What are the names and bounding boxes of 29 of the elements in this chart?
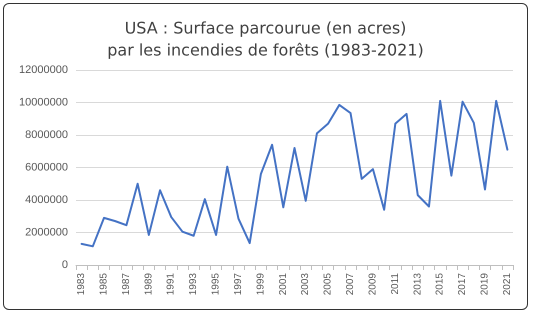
x-tick-label: 2017 bbox=[457, 272, 468, 296]
x-tick-label: 2013 bbox=[412, 272, 424, 296]
line-series bbox=[80, 100, 508, 248]
x-tick-label: 2003 bbox=[300, 272, 312, 296]
x-tick-label: 2005 bbox=[322, 272, 334, 296]
chart-title: USA : Surface parcourue (en acres) par les incendies de forêts (1983-2021) bbox=[107, 18, 424, 60]
x-tick-label: 2009 bbox=[367, 272, 378, 296]
x-tick-label: 1993 bbox=[188, 272, 200, 296]
x-tick-label: 2001 bbox=[278, 272, 289, 296]
x-tick-label: 1985 bbox=[98, 272, 110, 296]
x-tick-label: 1987 bbox=[120, 272, 132, 296]
x-tick-label: 2015 bbox=[434, 272, 446, 296]
y-tick-label: 4000000 bbox=[25, 194, 68, 206]
x-tick-label: 2021 bbox=[502, 272, 513, 296]
x-tick-label: 2011 bbox=[390, 272, 401, 295]
y-tick-label: 2000000 bbox=[25, 226, 68, 238]
x-tick-label: 1997 bbox=[232, 272, 244, 296]
y-tick-label: 0 bbox=[62, 259, 68, 271]
y-tick-label: 10000000 bbox=[19, 96, 68, 108]
y-tick-label: 12000000 bbox=[19, 64, 68, 76]
x-tick-label: 1999 bbox=[255, 272, 266, 296]
x-tick-label: 2019 bbox=[479, 272, 490, 296]
x-tick-label: 2007 bbox=[345, 272, 356, 296]
y-tick-label: 8000000 bbox=[25, 129, 68, 141]
x-tick-label: 1983 bbox=[76, 272, 88, 296]
x-tick-label: 1989 bbox=[143, 272, 154, 296]
x-tick-label: 1991 bbox=[166, 272, 177, 296]
x-tick-label: 1995 bbox=[210, 272, 222, 296]
y-tick-label: 6000000 bbox=[25, 162, 68, 174]
